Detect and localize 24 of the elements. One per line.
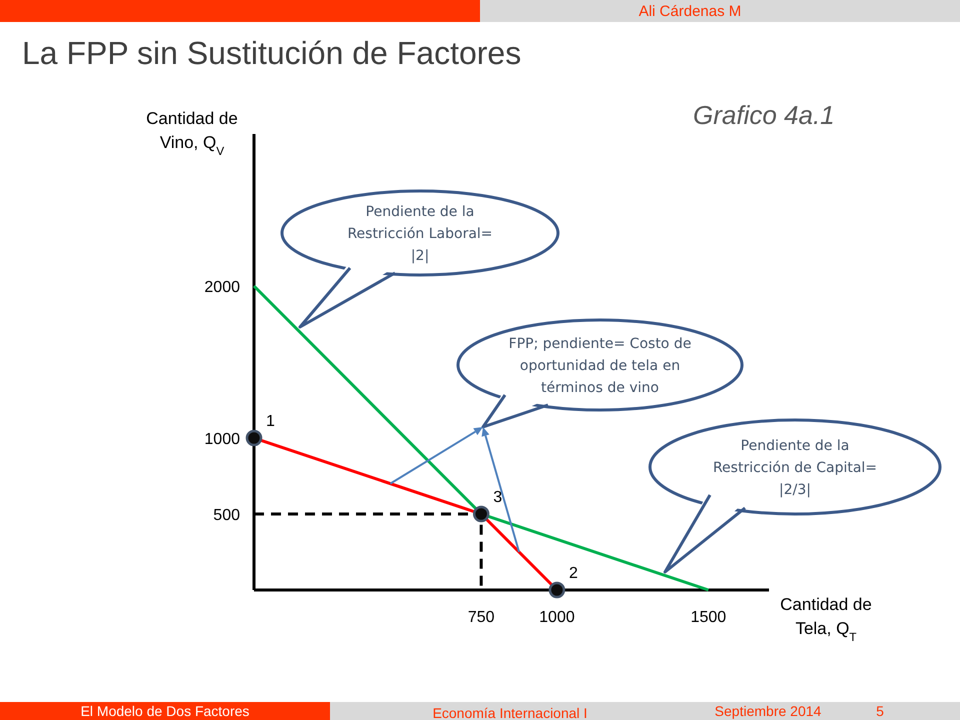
y-axis-title: Cantidad de Vino, Q$_{V}$ [146, 109, 238, 158]
text: Ali Cárdenas M [638, 3, 742, 20]
point [472, 506, 490, 522]
point [548, 582, 566, 598]
y-tick-label: 2000 [204, 279, 240, 296]
annotation: 1 [266, 413, 275, 430]
annotation: 3 [493, 489, 502, 506]
y-tick-label: 1000 [204, 431, 240, 448]
annotation: FPP; pendiente= Costo de oportunidad de tela en términos de vino [508, 336, 692, 396]
x-tick-label: 1500 [690, 609, 726, 626]
point [246, 430, 262, 446]
annotation: Pendiente de la Restricción Laboral= |2| [347, 204, 493, 264]
x-tick-label: 1000 [539, 609, 575, 626]
text: Economía Internacional I [432, 705, 588, 720]
x-axis-title: Cantidad de Tela, Q$_{T}$ [780, 595, 872, 644]
text: El Modelo de Dos Factores [80, 703, 250, 719]
annotation: 2 [568, 565, 578, 582]
chart-title: La FPP sin Sustitución de Factores [22, 35, 522, 71]
text: 5 [876, 703, 884, 719]
y-tick-label: 500 [213, 507, 240, 524]
x-tick-label: 750 [468, 609, 495, 626]
annotation: Pendiente de la Restricción de Capital= |2/3| [712, 438, 878, 498]
text: Septiembre 2014 [714, 703, 822, 719]
chart-subtitle: Grafico 4a.1 [693, 100, 835, 130]
